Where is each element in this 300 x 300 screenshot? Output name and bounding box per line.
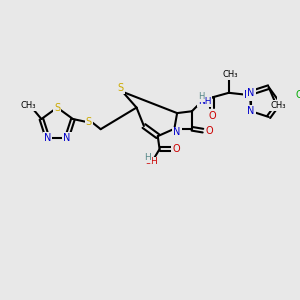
Text: N: N [248, 88, 255, 98]
Text: NH: NH [198, 97, 211, 106]
Text: H: H [144, 153, 151, 162]
Text: N: N [244, 90, 252, 100]
Text: N: N [44, 133, 51, 142]
Text: O: O [208, 111, 216, 121]
Text: CH₃: CH₃ [270, 101, 286, 110]
Text: O: O [172, 144, 180, 154]
Text: CH₃: CH₃ [21, 101, 36, 110]
Text: Cl: Cl [295, 90, 300, 100]
Text: S: S [118, 83, 124, 93]
Text: N: N [63, 133, 70, 142]
Text: N: N [173, 128, 181, 137]
Text: OH: OH [144, 158, 158, 166]
Text: S: S [85, 117, 92, 127]
Text: O: O [206, 126, 213, 136]
Text: CH₃: CH₃ [223, 70, 239, 79]
Text: H: H [198, 92, 204, 101]
Text: S: S [54, 103, 60, 112]
Text: N: N [248, 106, 255, 116]
